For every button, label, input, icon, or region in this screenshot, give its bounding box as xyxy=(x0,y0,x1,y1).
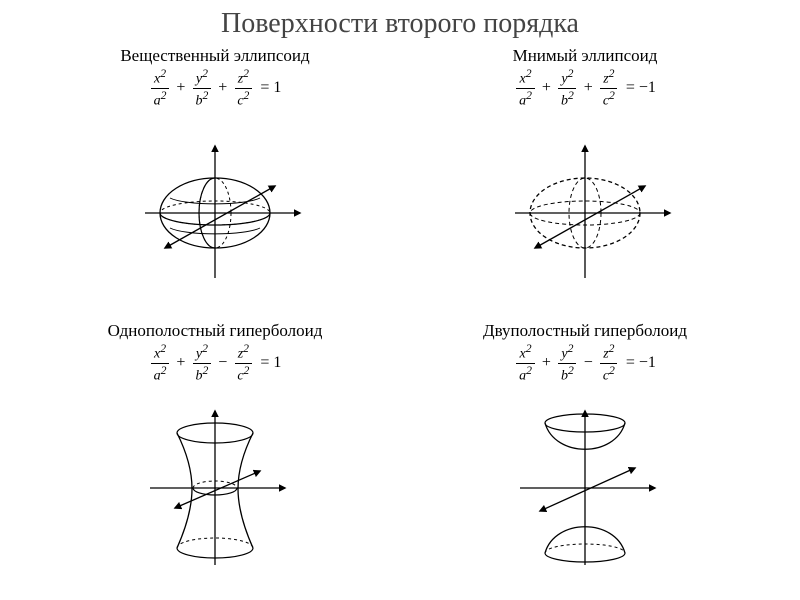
rhs: = −1 xyxy=(626,79,656,97)
figure-real-ellipsoid xyxy=(30,112,400,313)
op: − xyxy=(584,354,593,372)
cell-label: Мнимый эллипсоид xyxy=(513,46,658,66)
formula: x2a2 + y2b2 − z2c2 = −1 xyxy=(514,343,656,383)
figure-imaginary-ellipsoid xyxy=(400,112,770,313)
cell-label: Двуполостный гиперболоид xyxy=(483,321,687,341)
var: b xyxy=(561,93,568,108)
op: + xyxy=(218,79,227,97)
cell-label: Вещественный эллипсоид xyxy=(120,46,309,66)
op: + xyxy=(176,354,185,372)
rhs: = 1 xyxy=(260,354,281,372)
figure-one-sheet-hyperboloid xyxy=(30,387,400,588)
rhs: = −1 xyxy=(626,354,656,372)
op: + xyxy=(584,79,593,97)
figure-two-sheet-hyperboloid xyxy=(400,387,770,588)
cell-one-sheet-hyperboloid: Однополостный гиперболоид x2a2 + y2b2 − … xyxy=(30,317,400,592)
cell-real-ellipsoid: Вещественный эллипсоид x2a2 + y2b2 + z2c… xyxy=(30,42,400,317)
page-title: Поверхности второго порядка xyxy=(0,0,800,42)
formula: x2a2 + y2b2 − z2c2 = 1 xyxy=(149,343,282,383)
surfaces-grid: Вещественный эллипсоид x2a2 + y2b2 + z2c… xyxy=(0,42,800,592)
op: + xyxy=(176,79,185,97)
cell-imaginary-ellipsoid: Мнимый эллипсоид x2a2 + y2b2 + z2c2 = −1 xyxy=(400,42,770,317)
formula: x2a2 + y2b2 + z2c2 = 1 xyxy=(149,68,282,108)
op: + xyxy=(542,79,551,97)
op: − xyxy=(218,354,227,372)
cell-label: Однополостный гиперболоид xyxy=(108,321,323,341)
cell-two-sheet-hyperboloid: Двуполостный гиперболоид x2a2 + y2b2 − z… xyxy=(400,317,770,592)
op: + xyxy=(542,354,551,372)
var: a xyxy=(154,368,161,383)
formula: x2a2 + y2b2 + z2c2 = −1 xyxy=(514,68,656,108)
var: a xyxy=(154,93,161,108)
var: b xyxy=(561,368,568,383)
rhs: = 1 xyxy=(260,79,281,97)
